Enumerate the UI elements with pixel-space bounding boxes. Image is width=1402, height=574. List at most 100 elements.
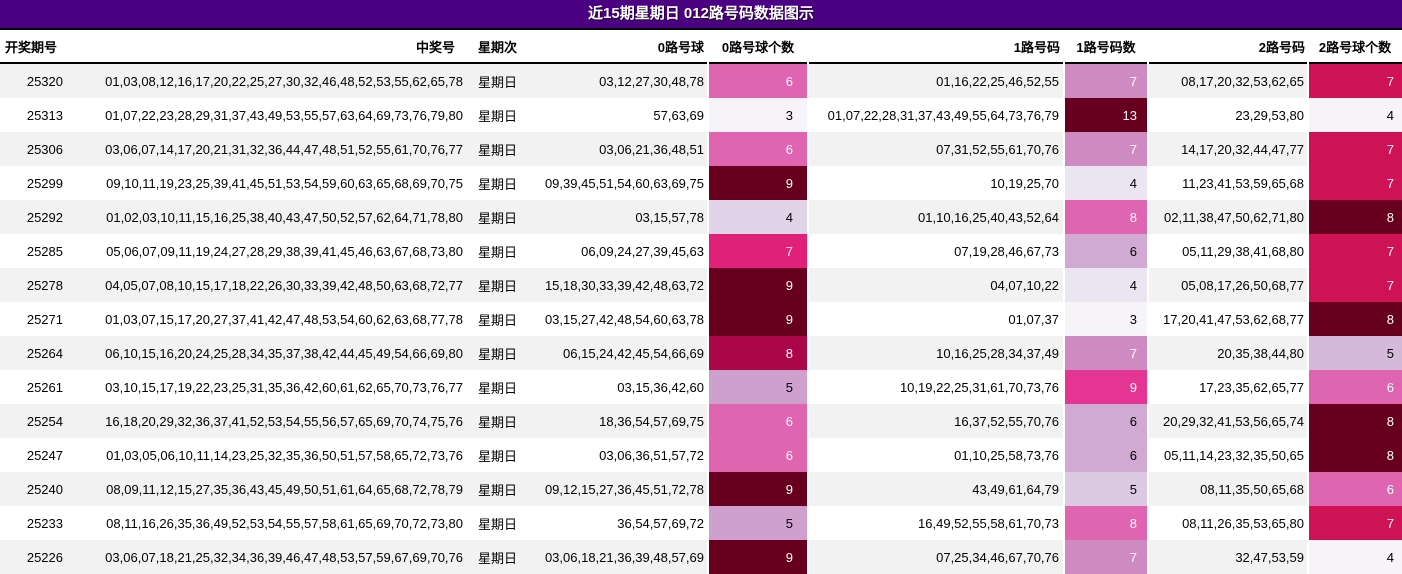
header-row: 开奖期号 中奖号 星期次 0路号球 0路号球个数 1路号码 1路号码数 2路号码 2路号球个数 xyxy=(0,30,1402,63)
winning-numbers-cell: 01,03,05,06,10,11,14,23,25,32,35,36,50,5… xyxy=(65,438,467,472)
r1-count-cell: 4 xyxy=(1063,166,1149,200)
r1-balls-cell: 07,19,28,46,67,73 xyxy=(808,234,1064,268)
period-cell: 25264 xyxy=(0,336,65,370)
period-cell: 25261 xyxy=(0,370,65,404)
r1-balls-cell: 04,07,10,22 xyxy=(808,268,1064,302)
table-row: 25254 16,18,20,29,32,36,37,41,52,53,54,55… xyxy=(0,404,1402,438)
r0-count-cell: 9 xyxy=(707,268,809,302)
period-cell: 25247 xyxy=(0,438,65,472)
winning-numbers-cell: 08,11,16,26,35,36,49,52,53,54,55,57,58,6… xyxy=(65,506,467,540)
period-cell: 25285 xyxy=(0,234,65,268)
winning-numbers-cell: 03,10,15,17,19,22,23,25,31,35,36,42,60,6… xyxy=(65,370,467,404)
r2-count-cell: 7 xyxy=(1307,506,1402,540)
r2-count-cell: 4 xyxy=(1307,98,1402,132)
winning-numbers-cell: 05,06,07,09,11,19,24,27,28,29,38,39,41,4… xyxy=(65,234,467,268)
table-row: 25261 03,10,15,17,19,22,23,25,31,35,36,42… xyxy=(0,370,1402,404)
weekday-cell: 星期日 xyxy=(467,506,530,540)
r0-balls-cell: 03,15,57,78 xyxy=(530,200,708,234)
winning-numbers-cell: 01,03,08,12,16,17,20,22,25,27,30,32,46,4… xyxy=(65,63,467,98)
r0-balls-cell: 06,09,24,27,39,45,63 xyxy=(530,234,708,268)
r2-balls-cell: 08,11,35,50,65,68 xyxy=(1148,472,1308,506)
r2-count-cell: 7 xyxy=(1307,234,1402,268)
r2-balls-cell: 05,08,17,26,50,68,77 xyxy=(1148,268,1308,302)
r0-count-cell: 9 xyxy=(707,472,809,506)
column-header-r2-count: 2路号球个数 xyxy=(1318,39,1392,55)
r0-balls-cell: 09,39,45,51,54,60,63,69,75 xyxy=(530,166,708,200)
weekday-cell: 星期日 xyxy=(467,438,530,472)
r0-count-cell: 6 xyxy=(707,63,809,98)
r0-balls-cell: 09,12,15,27,36,45,51,72,78 xyxy=(530,472,708,506)
r0-count-cell: 9 xyxy=(707,166,809,200)
r0-count-cell: 7 xyxy=(707,234,809,268)
weekday-cell: 星期日 xyxy=(467,63,530,98)
table-row: 25292 01,02,03,10,11,15,16,25,38,40,43,47… xyxy=(0,200,1402,234)
table-row: 25306 03,06,07,14,17,20,21,31,32,36,44,47… xyxy=(0,132,1402,166)
table-row: 25278 04,05,07,08,10,15,17,18,22,26,30,33… xyxy=(0,268,1402,302)
r0-balls-cell: 03,06,21,36,48,51 xyxy=(530,132,708,166)
period-cell: 25306 xyxy=(0,132,65,166)
r2-count-cell: 7 xyxy=(1307,132,1402,166)
r1-count-cell: 7 xyxy=(1063,132,1149,166)
table-row: 25299 09,10,11,19,23,25,39,41,45,51,53,54… xyxy=(0,166,1402,200)
r0-balls-cell: 03,15,36,42,60 xyxy=(530,370,708,404)
weekday-cell: 星期日 xyxy=(467,370,530,404)
r0-balls-cell: 15,18,30,33,39,42,48,63,72 xyxy=(530,268,708,302)
r1-count-cell: 4 xyxy=(1063,268,1149,302)
r1-balls-cell: 16,37,52,55,70,76 xyxy=(808,404,1064,438)
r2-balls-cell: 20,29,32,41,53,56,65,74 xyxy=(1148,404,1308,438)
column-header-r2-balls: 2路号码 xyxy=(1258,39,1305,55)
r2-balls-cell: 08,17,20,32,53,62,65 xyxy=(1148,63,1308,98)
r2-count-cell: 8 xyxy=(1307,404,1402,438)
r0-balls-cell: 57,63,69 xyxy=(530,98,708,132)
r0-count-cell: 8 xyxy=(707,336,809,370)
r1-balls-cell: 01,07,22,28,31,37,43,49,55,64,73,76,79 xyxy=(808,98,1064,132)
r2-balls-cell: 11,23,41,53,59,65,68 xyxy=(1148,166,1308,200)
winning-numbers-cell: 03,06,07,14,17,20,21,31,32,36,44,47,48,5… xyxy=(65,132,467,166)
r1-balls-cell: 16,49,52,55,58,61,70,73 xyxy=(808,506,1064,540)
r2-count-cell: 5 xyxy=(1307,336,1402,370)
r2-count-cell: 8 xyxy=(1307,438,1402,472)
r1-balls-cell: 07,31,52,55,61,70,76 xyxy=(808,132,1064,166)
r2-balls-cell: 20,35,38,44,80 xyxy=(1148,336,1308,370)
r0-count-cell: 3 xyxy=(707,98,809,132)
table-row: 25240 08,09,11,12,15,27,35,36,43,45,49,50… xyxy=(0,472,1402,506)
r1-count-cell: 7 xyxy=(1063,63,1149,98)
r1-balls-cell: 01,16,22,25,46,52,55 xyxy=(808,63,1064,98)
r2-balls-cell: 14,17,20,32,44,47,77 xyxy=(1148,132,1308,166)
r1-count-cell: 5 xyxy=(1063,472,1149,506)
r1-balls-cell: 10,19,22,25,31,61,70,73,76 xyxy=(808,370,1064,404)
r0-count-cell: 9 xyxy=(707,540,809,574)
r0-balls-cell: 03,12,27,30,48,78 xyxy=(530,63,708,98)
table-row: 25271 01,03,07,15,17,20,27,37,41,42,47,48… xyxy=(0,302,1402,336)
weekday-cell: 星期日 xyxy=(467,234,530,268)
r2-balls-cell: 23,29,53,80 xyxy=(1148,98,1308,132)
r1-count-cell: 3 xyxy=(1063,302,1149,336)
r2-count-cell: 6 xyxy=(1307,472,1402,506)
r0-balls-cell: 03,06,18,21,36,39,48,57,69 xyxy=(530,540,708,574)
table-row: 25313 01,07,22,23,28,29,31,37,43,49,53,55… xyxy=(0,98,1402,132)
column-header-weekday: 星期次 xyxy=(478,39,518,55)
r0-count-cell: 6 xyxy=(707,404,809,438)
r0-count-cell: 6 xyxy=(707,132,809,166)
period-cell: 25278 xyxy=(0,268,65,302)
period-cell: 25320 xyxy=(0,63,65,98)
r1-balls-cell: 10,19,25,70 xyxy=(808,166,1064,200)
r0-balls-cell: 03,06,36,51,57,72 xyxy=(530,438,708,472)
r1-count-cell: 13 xyxy=(1063,98,1149,132)
r1-count-cell: 8 xyxy=(1063,506,1149,540)
r1-balls-cell: 01,07,37 xyxy=(808,302,1064,336)
r1-count-cell: 6 xyxy=(1063,234,1149,268)
r2-count-cell: 4 xyxy=(1307,540,1402,574)
table-row: 25247 01,03,05,06,10,11,14,23,25,32,35,36… xyxy=(0,438,1402,472)
winning-numbers-cell: 01,07,22,23,28,29,31,37,43,49,53,55,57,6… xyxy=(65,98,467,132)
r0-balls-cell: 03,15,27,42,48,54,60,63,78 xyxy=(530,302,708,336)
weekday-cell: 星期日 xyxy=(467,268,530,302)
winning-numbers-cell: 04,05,07,08,10,15,17,18,22,26,30,33,39,4… xyxy=(65,268,467,302)
r1-balls-cell: 01,10,16,25,40,43,52,64 xyxy=(808,200,1064,234)
r2-balls-cell: 32,47,53,59 xyxy=(1148,540,1308,574)
r1-count-cell: 7 xyxy=(1063,540,1149,574)
r1-balls-cell: 10,16,25,28,34,37,49 xyxy=(808,336,1064,370)
period-cell: 25292 xyxy=(0,200,65,234)
lottery-data-table: 开奖期号 中奖号 星期次 0路号球 0路号球个数 1路号码 1路号码数 2路号码 2路号球个数 … xyxy=(0,30,1402,574)
